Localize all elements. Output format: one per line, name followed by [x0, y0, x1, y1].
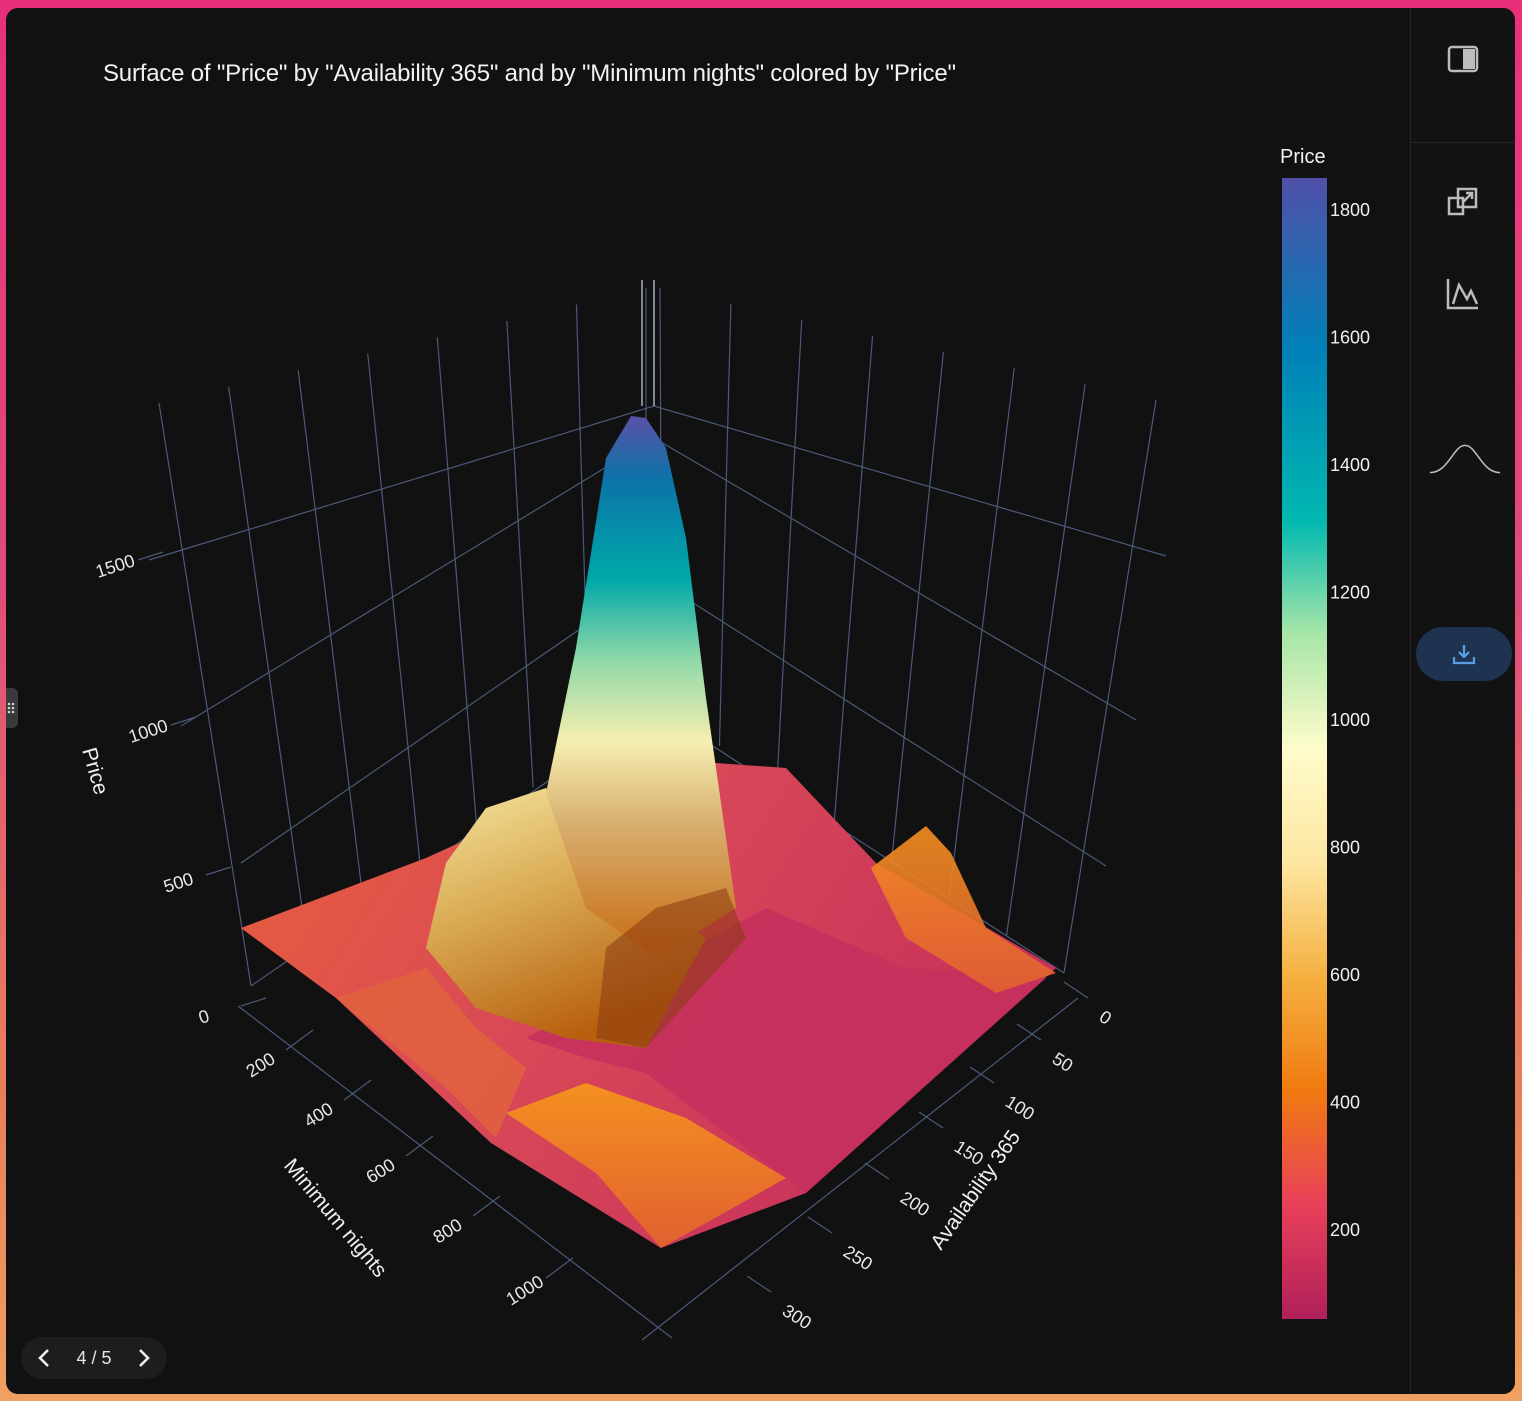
y-tick-label: 200 [243, 1049, 279, 1082]
line-chart-button[interactable] [1441, 272, 1485, 316]
colorbar-tick-label: 600 [1330, 965, 1360, 985]
surface-ridge-right [871, 826, 1056, 993]
z-tick-label: 500 [161, 868, 196, 896]
next-page-button[interactable] [131, 1345, 157, 1371]
colorbar-title: Price [1280, 146, 1326, 168]
colorbar-tick-label: 1800 [1330, 200, 1370, 220]
x-tick-label: 200 [897, 1187, 933, 1220]
surface-left-wave [336, 968, 526, 1138]
colorbar-tick-label: 1400 [1330, 455, 1370, 475]
colorbar-tick-label: 800 [1330, 837, 1360, 857]
y-tick-label: 1000 [503, 1271, 548, 1309]
y-tick-label: 600 [363, 1155, 399, 1188]
surface-front-wave [506, 1083, 786, 1248]
colorbar [1282, 178, 1327, 1319]
resize-handle[interactable] [6, 688, 18, 728]
tool-sidebar [1410, 8, 1515, 1394]
chevron-right-icon [139, 1349, 150, 1367]
colorbar-tick-label: 1000 [1330, 710, 1370, 730]
surface-peak-shade [596, 888, 746, 1048]
popout-icon [1447, 187, 1478, 216]
popout-button[interactable] [1441, 180, 1485, 224]
page-indicator: 4 / 5 [76, 1347, 112, 1368]
colorbar-ticks: 1800 1600 1400 1200 1000 800 600 400 200 [1330, 200, 1370, 1240]
colorbar-tick-label: 200 [1330, 1220, 1360, 1240]
x-tick-label: 100 [1002, 1091, 1038, 1124]
x-tick-label: 50 [1049, 1048, 1077, 1076]
prev-page-button[interactable] [31, 1345, 57, 1371]
z-tick-label: 1000 [126, 715, 170, 746]
chart-panel: Surface of "Price" by "Availability 365"… [6, 8, 1515, 1394]
y-tick-label: 800 [430, 1215, 466, 1248]
panel-toggle-button[interactable] [1441, 37, 1485, 81]
y-tick-label: 400 [301, 1099, 337, 1132]
distribution-button[interactable] [1429, 438, 1501, 482]
download-button[interactable] [1416, 627, 1512, 681]
x-tick-label: 300 [779, 1300, 815, 1333]
chart-title: Surface of "Price" by "Availability 365"… [103, 60, 956, 87]
surface-peak [546, 416, 736, 958]
colorbar-tick-label: 1600 [1330, 327, 1370, 347]
x-tick-label: 250 [840, 1241, 876, 1274]
sidebar-divider [1411, 142, 1515, 143]
z-tick-label: 1500 [93, 550, 137, 581]
surface-plot[interactable]: 0500100015002004006008001000050100150200… [6, 8, 1406, 1394]
line-chart-icon [1446, 279, 1479, 310]
surface-mesh [241, 416, 1056, 1248]
colorbar-tick-label: 1200 [1330, 582, 1370, 602]
chevron-left-icon [38, 1349, 49, 1367]
download-icon [1452, 645, 1476, 665]
z-tick-label: 0 [196, 1006, 212, 1028]
panel-toggle-icon [1447, 45, 1479, 73]
x-tick-label: 0 [1096, 1006, 1115, 1028]
pager: 4 / 5 [21, 1337, 167, 1379]
bell-curve-icon [1429, 444, 1501, 474]
colorbar-tick-label: 400 [1330, 1092, 1360, 1112]
z-axis-title: Price [77, 745, 112, 797]
